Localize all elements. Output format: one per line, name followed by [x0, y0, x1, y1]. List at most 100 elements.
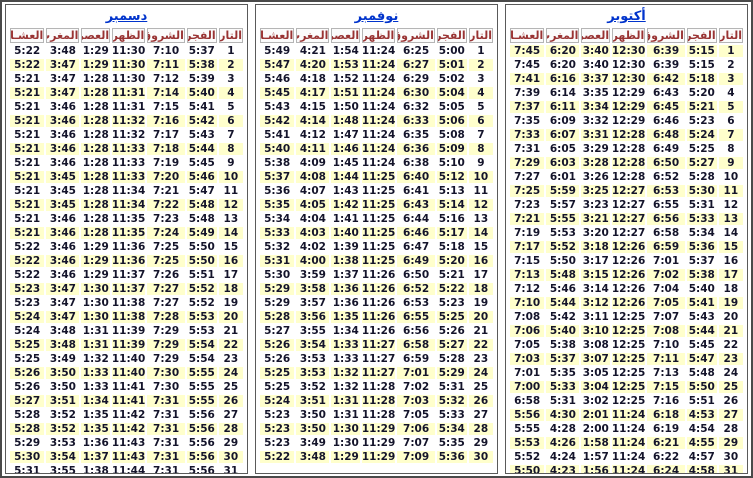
time-cell-isha: 5:43 — [260, 101, 295, 113]
table-row: 24 5:48 7:13 12:25 3:05 5:35 7:01 — [510, 367, 743, 379]
time-cell-isha: 5:46 — [260, 73, 295, 85]
table-row: 5 5:41 7:15 11:31 1:28 3:46 5:21 — [10, 101, 243, 113]
time-cell-isha: 5:21 — [10, 129, 45, 141]
time-cell-isha: 5:21 — [10, 199, 45, 211]
time-cell-maghrib: 3:46 — [46, 143, 80, 155]
month-link-december[interactable]: دسمبر — [105, 9, 148, 24]
time-cell-shurooq: 6:33 — [397, 115, 435, 127]
time-cell-dhuhr: 11:24 — [611, 409, 646, 421]
time-cell-isha: 7:25 — [510, 185, 545, 197]
table-row: 27 5:33 7:05 11:28 1:31 3:50 5:23 — [260, 409, 493, 421]
time-cell-maghrib: 3:53 — [46, 437, 80, 449]
time-cell-dhuhr: 12:30 — [611, 73, 646, 85]
time-cell-fajr: 5:12 — [436, 171, 467, 183]
time-cell-maghrib: 3:57 — [296, 297, 330, 309]
table-row: 3 5:39 7:12 11:30 1:28 3:47 5:21 — [10, 73, 243, 85]
prayer-times-table-october: التاريخالفجرالشروقالظهرالعصرالمغربالعشـا… — [508, 26, 745, 473]
time-cell-dhuhr: 12:29 — [611, 87, 646, 99]
time-cell-asr: 1:36 — [331, 297, 361, 309]
time-cell-maghrib: 5:55 — [546, 213, 580, 225]
time-cell-dhuhr: 11:25 — [361, 241, 396, 253]
time-cell-shurooq: 7:15 — [147, 101, 185, 113]
time-cell-isha: 5:35 — [260, 199, 295, 211]
time-cell-isha: 5:52 — [510, 451, 545, 463]
time-cell-maghrib: 3:53 — [296, 353, 330, 365]
time-cell-dhuhr: 11:25 — [361, 227, 396, 239]
time-cell-asr: 1:29 — [81, 241, 111, 253]
time-cell-isha: 5:41 — [260, 129, 295, 141]
time-cell-dhuhr: 11:24 — [361, 87, 396, 99]
time-cell-fajr: 5:53 — [186, 311, 217, 323]
time-cell-fajr: 5:08 — [436, 129, 467, 141]
table-row: 29 4:55 6:21 11:24 1:58 4:26 5:53 — [510, 437, 743, 449]
date-cell: 28 — [218, 423, 243, 435]
time-cell-fajr: 5:47 — [186, 185, 217, 197]
time-cell-shurooq: 6:56 — [647, 213, 685, 225]
time-cell-isha: 7:23 — [510, 199, 545, 211]
time-cell-dhuhr: 11:24 — [361, 157, 396, 169]
time-cell-isha: 7:03 — [510, 353, 545, 365]
time-cell-asr: 1:28 — [81, 143, 111, 155]
time-cell-fajr: 5:48 — [186, 199, 217, 211]
date-cell: 19 — [718, 297, 743, 309]
time-cell-maghrib: 3:59 — [296, 269, 330, 281]
time-cell-fajr: 4:57 — [686, 451, 717, 463]
time-cell-asr: 3:07 — [581, 353, 611, 365]
time-cell-shurooq: 6:42 — [647, 73, 685, 85]
month-table-december: دسمبر التاريخالفجرالشروقالظهرالعصرالمغربا… — [5, 4, 248, 474]
month-table-october: أكتوبر التاريخالفجرالشروقالظهرالعصرالمغرب… — [505, 4, 748, 474]
time-cell-isha: 5:24 — [10, 311, 45, 323]
time-cell-asr: 1:28 — [81, 115, 111, 127]
time-cell-isha: 7:21 — [510, 213, 545, 225]
time-cell-dhuhr: 11:24 — [611, 437, 646, 449]
date-cell: 12 — [468, 199, 493, 211]
time-cell-maghrib: 4:05 — [296, 199, 330, 211]
time-cell-dhuhr: 11:32 — [111, 115, 146, 127]
time-cell-asr: 1:53 — [331, 59, 361, 71]
table-row: 10 5:12 6:40 11:25 1:44 4:08 5:37 — [260, 171, 493, 183]
table-row: 30 5:36 7:09 11:29 1:29 3:48 5:22 — [260, 451, 493, 463]
table-row: 19 5:23 6:53 11:26 1:36 3:57 5:29 — [260, 297, 493, 309]
time-cell-maghrib: 3:54 — [46, 451, 80, 463]
time-cell-shurooq: 7:30 — [147, 381, 185, 393]
time-cell-dhuhr: 12:26 — [611, 297, 646, 309]
time-cell-asr: 1:30 — [81, 297, 111, 309]
time-cell-dhuhr: 11:29 — [361, 423, 396, 435]
time-cell-shurooq: 7:29 — [147, 325, 185, 337]
month-link-november[interactable]: نوفمبر — [354, 9, 399, 24]
table-row: 22 5:54 7:29 11:39 1:31 3:48 5:25 — [10, 339, 243, 351]
time-cell-maghrib: 4:02 — [296, 241, 330, 253]
time-cell-maghrib: 3:50 — [296, 423, 330, 435]
time-cell-isha: 5:21 — [10, 101, 45, 113]
time-cell-dhuhr: 11:37 — [111, 269, 146, 281]
time-cell-dhuhr: 11:30 — [111, 45, 146, 57]
time-cell-isha: 5:29 — [10, 437, 45, 449]
date-cell: 17 — [718, 269, 743, 281]
time-cell-maghrib: 3:46 — [46, 101, 80, 113]
table-row: 25 5:50 7:15 12:25 3:04 5:33 7:00 — [510, 381, 743, 393]
time-cell-asr: 3:12 — [581, 297, 611, 309]
time-cell-fajr: 5:49 — [186, 227, 217, 239]
time-cell-fajr: 5:22 — [436, 283, 467, 295]
table-row: 2 5:01 6:27 11:24 1:53 4:20 5:47 — [260, 59, 493, 71]
time-cell-fajr: 4:54 — [686, 423, 717, 435]
time-cell-isha: 5:23 — [260, 409, 295, 421]
time-cell-fajr: 5:56 — [186, 465, 217, 473]
time-cell-fajr: 5:05 — [436, 101, 467, 113]
time-cell-maghrib: 3:48 — [296, 451, 330, 463]
month-link-october[interactable]: أكتوبر — [607, 9, 646, 24]
table-row: 1 5:15 6:39 12:30 3:40 6:20 7:45 — [510, 45, 743, 57]
table-row: 25 5:55 7:30 11:41 1:33 3:50 5:26 — [10, 381, 243, 393]
time-cell-maghrib: 3:47 — [46, 73, 80, 85]
time-cell-asr: 3:40 — [581, 59, 611, 71]
time-cell-dhuhr: 11:41 — [111, 381, 146, 393]
time-cell-maghrib: 5:42 — [546, 311, 580, 323]
column-header-shurooq: الشروق — [647, 28, 685, 43]
time-cell-maghrib: 3:52 — [46, 409, 80, 421]
time-cell-isha: 7:00 — [510, 381, 545, 393]
time-cell-maghrib: 6:05 — [546, 143, 580, 155]
table-row: 26 5:51 7:16 12:25 3:02 5:31 6:58 — [510, 395, 743, 407]
time-cell-maghrib: 3:46 — [46, 213, 80, 225]
date-cell: 13 — [468, 213, 493, 225]
time-cell-asr: 1:32 — [81, 353, 111, 365]
